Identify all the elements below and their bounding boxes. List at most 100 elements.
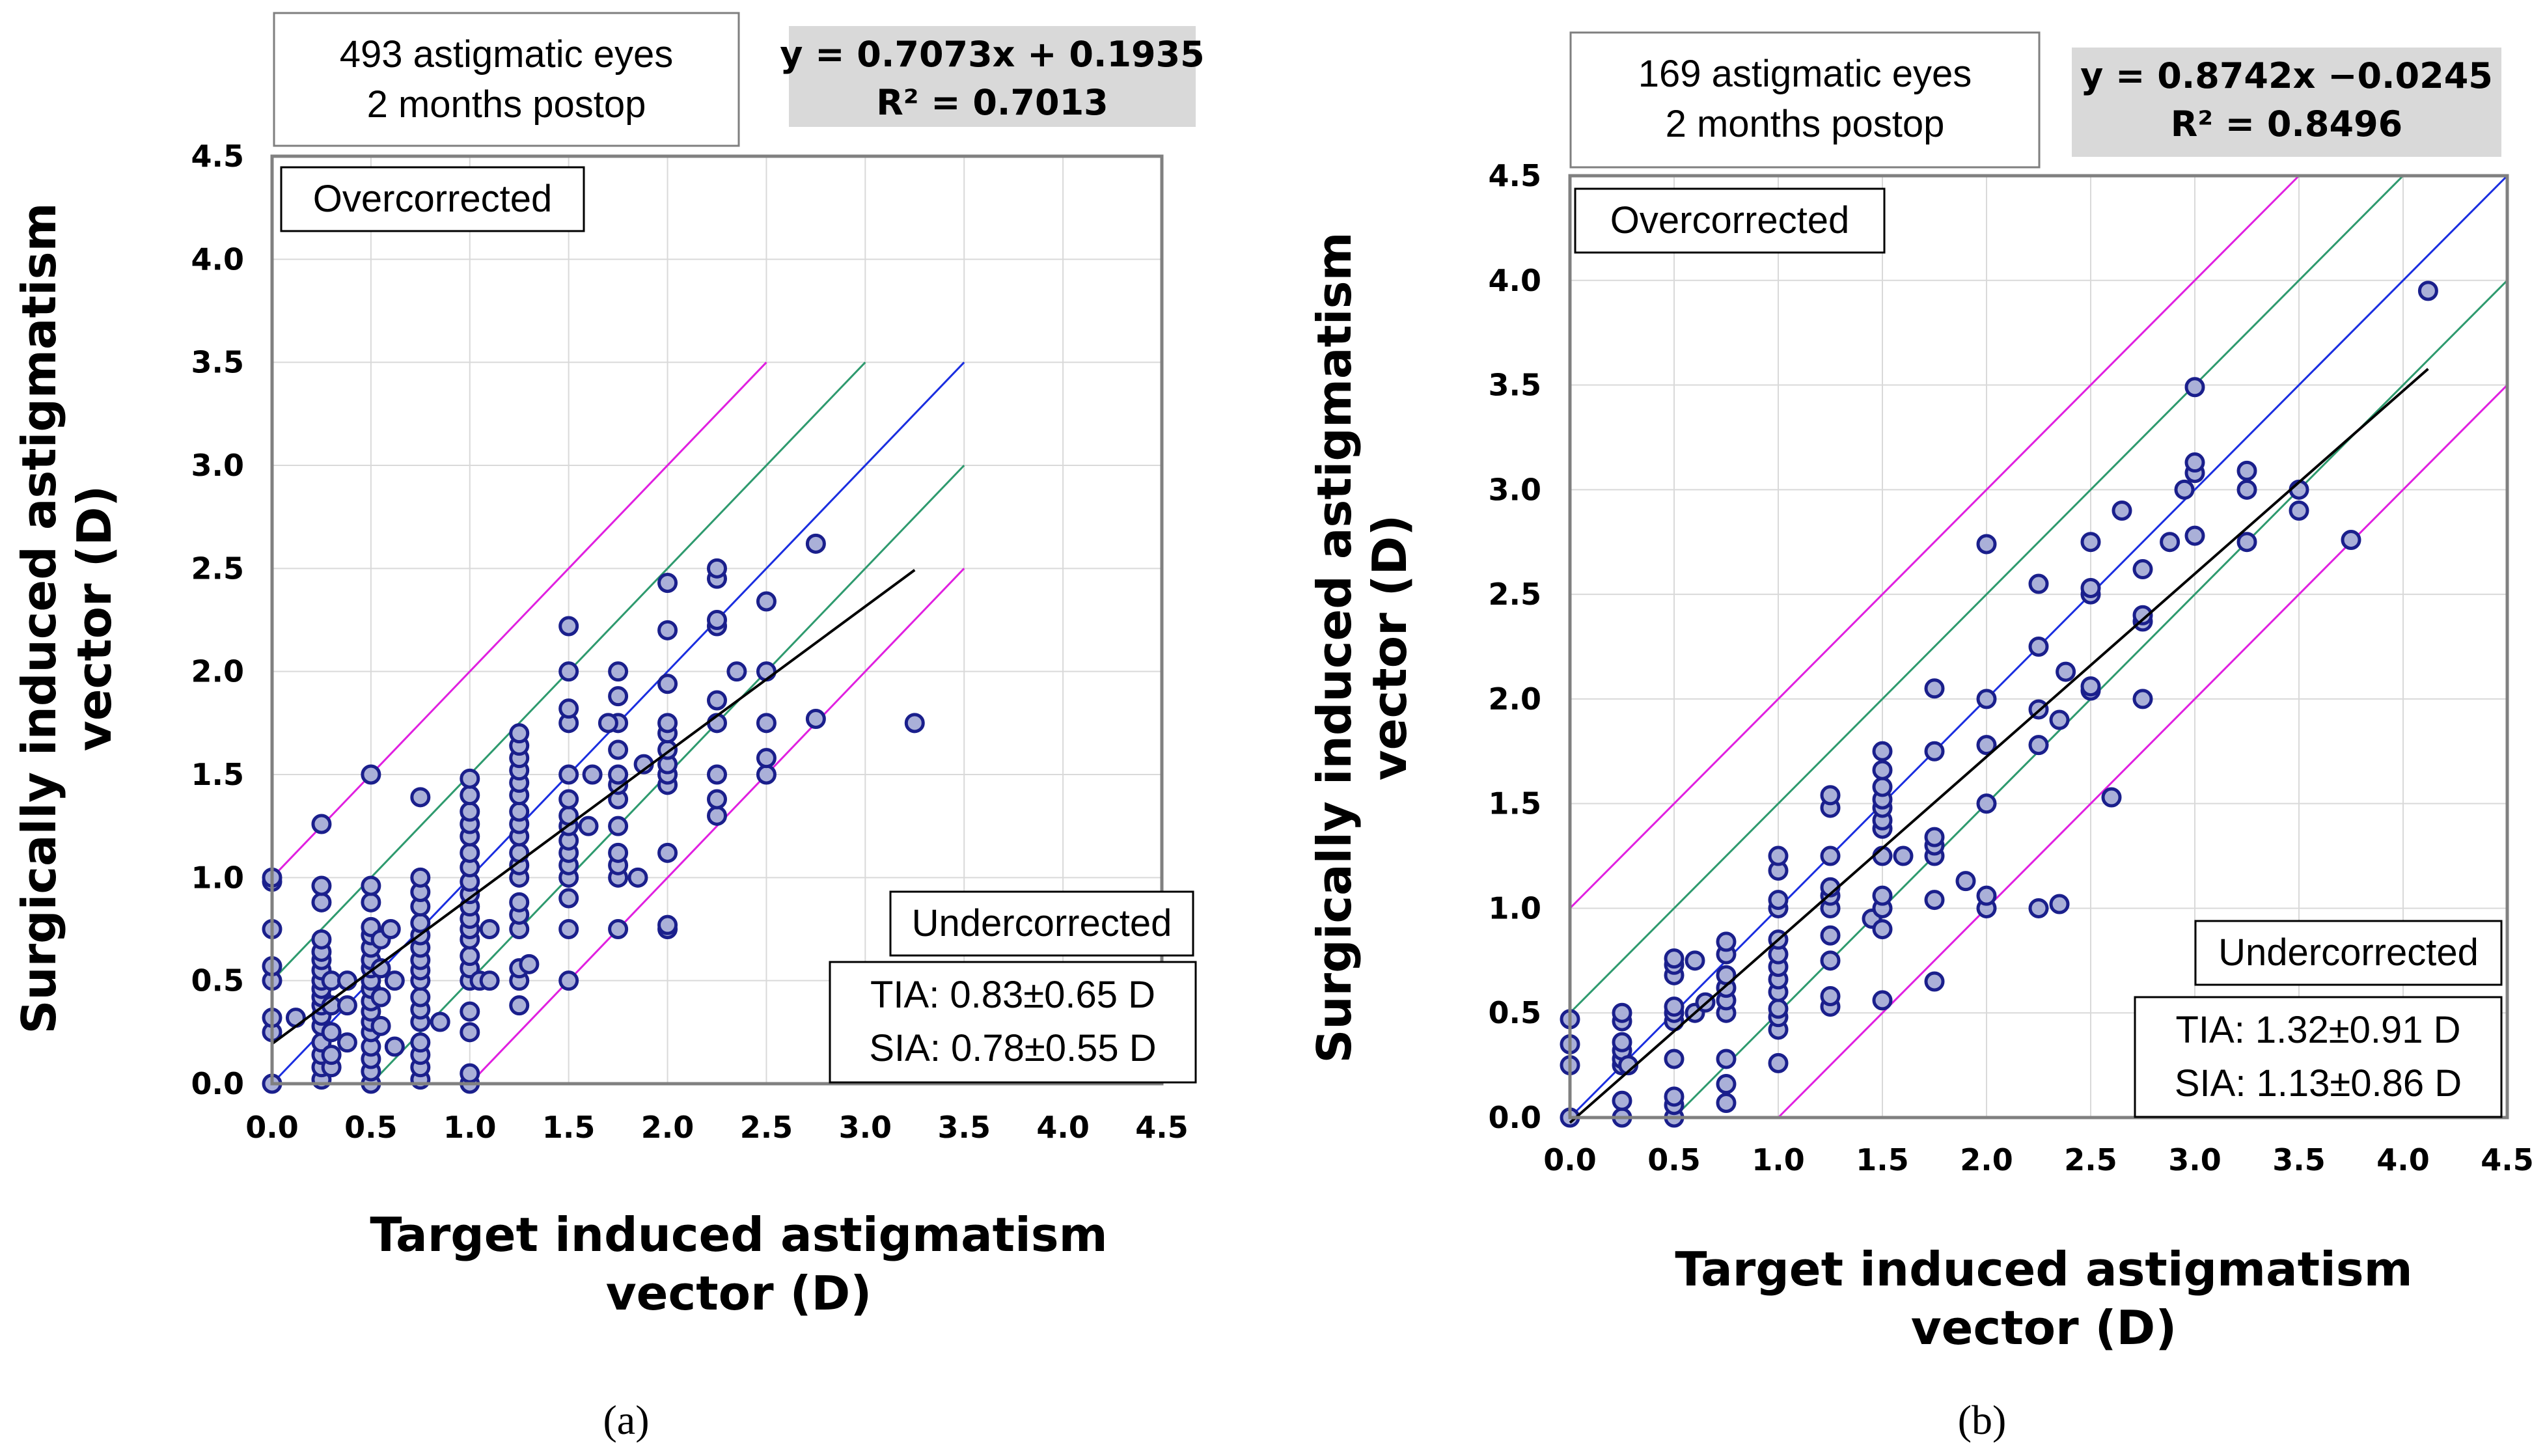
data-point xyxy=(460,1063,480,1084)
data-point xyxy=(460,842,480,863)
x-tick-label: 2.0 xyxy=(641,1110,695,1145)
data-point xyxy=(384,1036,405,1057)
x-tick-label: 4.0 xyxy=(2376,1142,2430,1177)
data-point xyxy=(311,875,332,896)
data-point xyxy=(657,674,678,694)
data-point xyxy=(805,709,826,729)
data-point xyxy=(707,610,727,630)
data-point xyxy=(2341,530,2361,551)
data-point xyxy=(321,1022,342,1043)
undercorrected-box xyxy=(2194,920,2503,986)
data-point xyxy=(657,842,678,863)
data-point xyxy=(430,1011,450,1032)
data-point xyxy=(2080,532,2101,553)
data-point xyxy=(707,558,727,579)
data-point xyxy=(1612,1090,1632,1111)
data-point xyxy=(707,789,727,810)
info-eyes-count: 169 astigmatic eyes xyxy=(1638,53,1972,95)
data-point xyxy=(1976,793,1997,814)
data-point xyxy=(608,686,629,707)
x-tick-label: 2.5 xyxy=(740,1110,793,1145)
data-point xyxy=(1976,735,1997,756)
equation-box xyxy=(2072,48,2501,157)
info-box xyxy=(273,12,740,147)
data-point xyxy=(707,764,727,785)
data-point xyxy=(1664,1049,1685,1069)
data-point xyxy=(410,1032,431,1053)
data-point xyxy=(337,1032,357,1053)
data-point xyxy=(2236,479,2257,500)
reference-line xyxy=(1777,384,2509,1119)
data-point xyxy=(2028,573,2049,594)
y-tick-label: 1.0 xyxy=(1489,890,1542,926)
data-point xyxy=(2132,559,2153,580)
data-point xyxy=(756,713,777,734)
data-point xyxy=(1716,931,1737,952)
data-point xyxy=(285,1008,306,1028)
data-point xyxy=(2132,605,2153,625)
overcorrected-label: Overcorrected xyxy=(1610,199,1849,241)
data-point xyxy=(370,1015,391,1036)
data-point xyxy=(1768,890,1789,911)
data-point xyxy=(1976,534,1997,555)
data-point xyxy=(2080,577,2101,598)
data-point xyxy=(1716,1092,1737,1113)
data-point xyxy=(2184,452,2205,473)
r-squared: R² = 0.7013 xyxy=(876,82,1108,123)
data-point xyxy=(558,919,579,939)
data-point xyxy=(1872,885,1893,906)
data-point xyxy=(2049,894,2070,914)
data-point xyxy=(1612,1002,1632,1023)
data-point xyxy=(1872,760,1893,780)
stats-box xyxy=(829,961,1197,1084)
data-point xyxy=(598,713,618,734)
info-eyes-count: 493 astigmatic eyes xyxy=(340,33,674,76)
data-point xyxy=(479,970,500,991)
data-point xyxy=(2028,898,2049,918)
panel-caption: (a) xyxy=(603,1397,649,1443)
data-point xyxy=(1976,885,1997,906)
y-tick-label: 3.0 xyxy=(191,448,245,483)
data-point xyxy=(707,805,727,826)
y-tick-label: 2.0 xyxy=(191,654,245,689)
y-tick-label: 4.5 xyxy=(1489,158,1542,193)
data-point xyxy=(460,946,480,967)
data-point xyxy=(384,970,405,991)
y-tick-label: 4.0 xyxy=(1489,263,1542,298)
tia-stat: TIA: 0.83±0.65 D xyxy=(870,974,1155,1016)
data-point xyxy=(608,739,629,760)
sia-stat: SIA: 0.78±0.55 D xyxy=(869,1027,1156,1069)
x-axis-title-line1: Target induced astigmatism xyxy=(370,1207,1107,1262)
data-point xyxy=(1820,785,1841,806)
plot-frame xyxy=(270,154,1164,1086)
x-tick-label: 2.5 xyxy=(2064,1142,2117,1177)
data-point xyxy=(460,768,480,789)
data-point xyxy=(311,814,332,834)
data-point xyxy=(805,533,826,554)
x-tick-label: 0.0 xyxy=(245,1110,299,1145)
data-point xyxy=(1893,845,1914,866)
overcorrected-label: Overcorrected xyxy=(313,178,552,220)
y-tick-label: 3.5 xyxy=(191,345,245,380)
data-point xyxy=(361,875,381,896)
data-point xyxy=(2289,500,2309,521)
x-tick-label: 3.0 xyxy=(2168,1142,2222,1177)
panel-a: 0.0 0.5 1.0 1.5 2.0 2.5 3.0 3.5 4.0 4.5 0.0 0.5 1.0 1… xyxy=(12,12,1205,1443)
tia-stat: TIA: 1.32±0.91 D xyxy=(2175,1009,2460,1051)
data-point xyxy=(2028,637,2049,657)
y-tick-label: 1.5 xyxy=(191,757,245,792)
x-tick-label: 0.0 xyxy=(1543,1142,1597,1177)
equation-box xyxy=(789,26,1196,127)
x-tick-label: 4.5 xyxy=(1135,1110,1189,1145)
data-point xyxy=(1872,919,1893,940)
data-point xyxy=(1924,971,1945,992)
x-tick-label: 1.0 xyxy=(1752,1142,1805,1177)
x-tick-label: 1.5 xyxy=(1856,1142,1909,1177)
data-point xyxy=(509,995,530,1016)
data-point xyxy=(1768,998,1789,1019)
data-point xyxy=(2049,709,2070,730)
data-point xyxy=(756,748,777,769)
data-point xyxy=(1872,845,1893,866)
y-tick-label: 0.5 xyxy=(1489,995,1542,1030)
data-point xyxy=(1820,950,1841,971)
